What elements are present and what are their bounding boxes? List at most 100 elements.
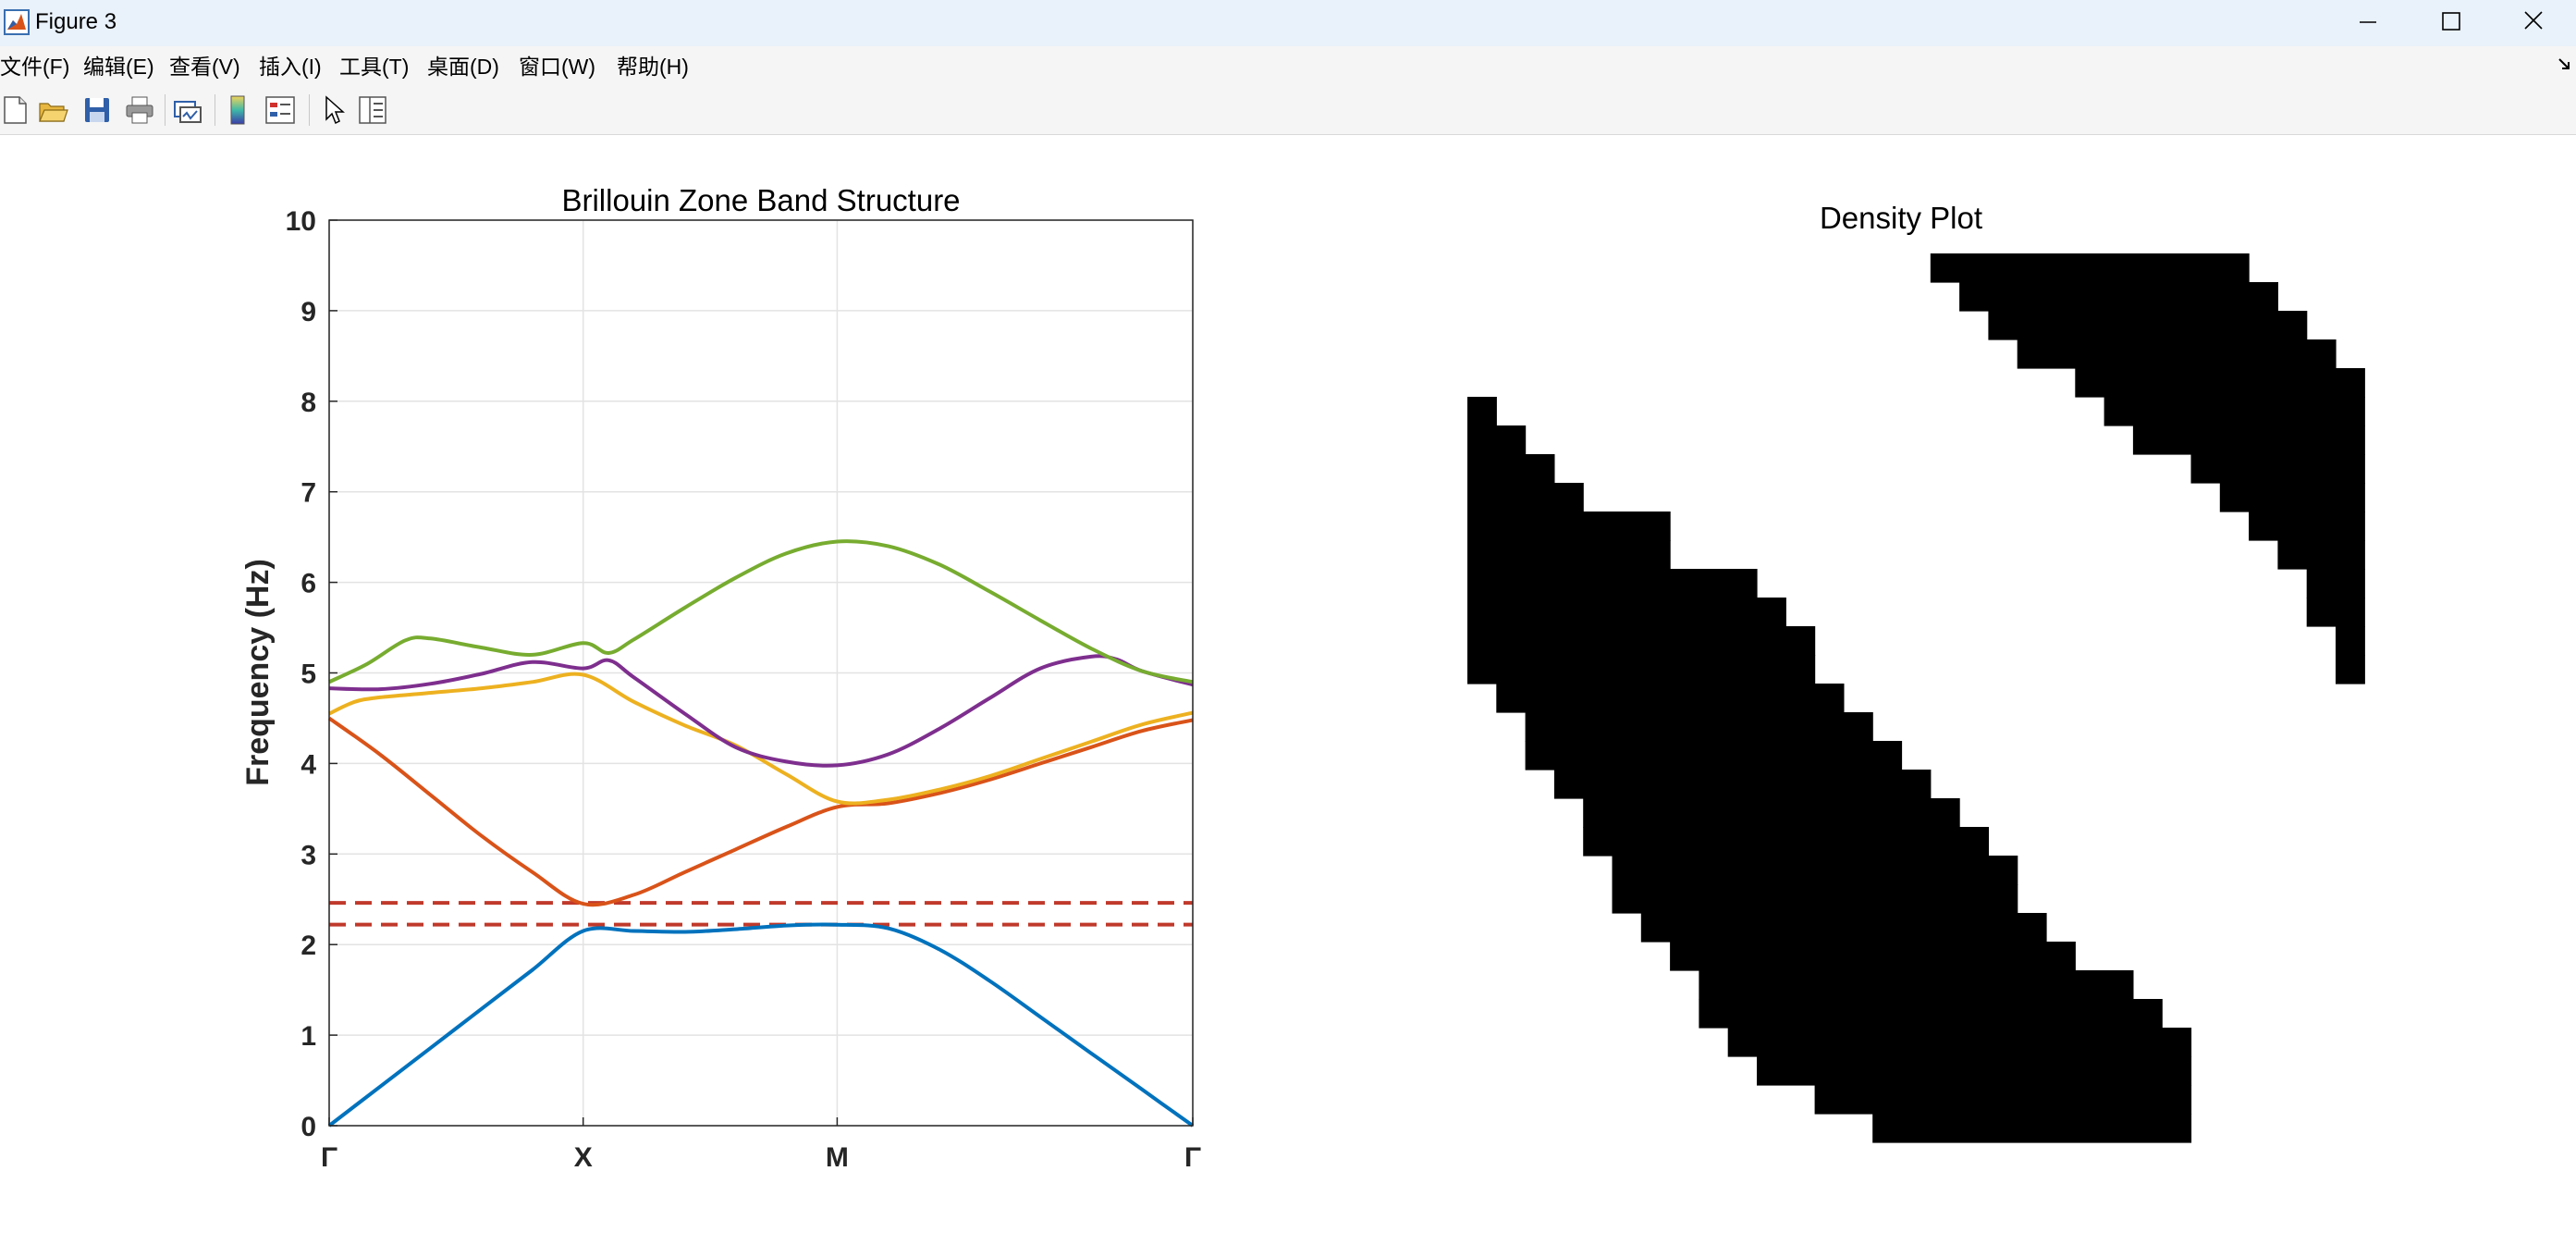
menu-window[interactable]: 窗口(W)	[519, 55, 596, 79]
property-inspector-icon[interactable]	[357, 94, 388, 126]
new-figure-icon[interactable]	[0, 94, 31, 126]
density-cell	[2336, 655, 2365, 684]
menu-help[interactable]: 帮助(H)	[617, 55, 689, 79]
density-cell	[2249, 512, 2365, 541]
density-cells-group	[1467, 253, 2365, 1143]
minimize-icon	[2360, 21, 2376, 23]
band-structure-plot: 0 1 2 3 4 5 6 7 8 9 10 Γ X M Γ Brillouin Zone Band St…	[240, 183, 1201, 1173]
band-series-line-4	[328, 654, 1194, 768]
density-cell	[2306, 598, 2365, 627]
density-cell	[1583, 827, 1989, 857]
density-cell	[1988, 311, 2308, 340]
density-cell	[1467, 655, 1816, 684]
density-cell	[1670, 942, 2076, 971]
insert-colorbar-icon[interactable]	[222, 94, 253, 126]
density-cell	[1640, 913, 2047, 943]
minimize-button[interactable]	[2325, 0, 2411, 46]
x-tick-label: M	[826, 1142, 849, 1173]
density-cell	[1467, 626, 1816, 656]
density-cell	[1467, 454, 1555, 484]
band-series-group	[327, 539, 1195, 1128]
y-tick-label: 10	[286, 206, 316, 237]
menu-file[interactable]: 文件(F)	[0, 55, 70, 79]
figure-toolbar	[0, 87, 2576, 135]
density-cell	[1727, 1028, 2192, 1057]
menu-insert[interactable]: 插入(I)	[259, 55, 322, 79]
y-tick-label: 1	[301, 1021, 316, 1052]
save-icon[interactable]	[81, 94, 113, 126]
band-series-line-1	[327, 922, 1195, 1128]
edit-plot-pointer-icon[interactable]	[318, 94, 350, 126]
density-cell	[1467, 425, 1527, 455]
density-cell	[1467, 540, 1671, 570]
density-cell	[1467, 397, 1497, 426]
density-cell	[2277, 540, 2365, 570]
density-cell	[1553, 770, 1932, 799]
close-button[interactable]	[2491, 0, 2576, 46]
menu-tools[interactable]: 工具(T)	[339, 55, 410, 79]
toolbar-separator	[309, 94, 310, 126]
y-tick-label: 7	[301, 478, 316, 509]
density-cell	[1872, 1114, 2192, 1143]
density-cell	[1496, 684, 1845, 713]
window-title: Figure 3	[35, 9, 117, 34]
x-tick-label: X	[574, 1142, 593, 1173]
density-cell	[2336, 626, 2365, 656]
y-tick-label: 8	[301, 388, 316, 418]
print-icon[interactable]	[124, 94, 155, 126]
band-gap-lines	[329, 901, 1193, 927]
y-tick-label: 9	[301, 297, 316, 327]
menu-edit[interactable]: 编辑(E)	[83, 55, 154, 79]
density-cell	[2017, 339, 2337, 369]
density-cell	[1699, 970, 2134, 1000]
density-cell	[1814, 1085, 2192, 1115]
maximize-icon	[2442, 12, 2460, 31]
density-plot-title: Density Plot	[1820, 201, 1982, 235]
y-tick-label: 5	[301, 659, 316, 690]
x-tick-label: Γ	[1184, 1142, 1201, 1173]
title-bar: Figure 3	[0, 0, 2576, 46]
density-cell	[1525, 741, 1903, 770]
density-cell	[1467, 569, 1758, 598]
y-tick-label: 0	[301, 1112, 316, 1142]
density-cell	[2132, 425, 2365, 455]
menu-view[interactable]: 查看(V)	[169, 55, 240, 79]
density-cell	[2306, 569, 2365, 598]
density-cell	[2219, 483, 2365, 512]
matlab-app-icon	[4, 9, 30, 35]
y-tick-label: 2	[301, 931, 316, 961]
density-cell	[1467, 483, 1584, 512]
density-cell	[1525, 712, 1873, 742]
band-series-line-2	[327, 716, 1194, 907]
y-tick-label: 4	[301, 749, 316, 780]
maximize-button[interactable]	[2408, 0, 2495, 46]
toolbar-separator	[165, 94, 166, 126]
y-tick-label: 3	[301, 840, 316, 870]
density-plot: Density Plot	[1467, 201, 2365, 1143]
density-cell	[1699, 999, 2163, 1029]
density-cell	[1467, 598, 1786, 627]
band-plot-y-label: Frequency (Hz)	[240, 559, 276, 786]
menu-bar	[0, 46, 2576, 87]
x-tick-label: Γ	[321, 1142, 337, 1173]
density-cell	[1612, 856, 2018, 885]
band-series-line-5	[328, 539, 1194, 684]
menu-desktop[interactable]: 桌面(D)	[427, 55, 499, 79]
link-plot-icon[interactable]	[172, 94, 203, 126]
insert-legend-icon[interactable]	[264, 94, 296, 126]
density-cell	[1612, 884, 2018, 914]
density-cell	[2075, 368, 2365, 398]
band-plot-y-ticks: 0 1 2 3 4 5 6 7 8 9 10	[286, 206, 337, 1142]
density-cell	[2104, 397, 2365, 426]
dock-figure-icon[interactable]	[2558, 57, 2572, 72]
density-cell	[1467, 512, 1671, 541]
density-cell	[1757, 1056, 2192, 1086]
density-cell	[1959, 282, 2278, 312]
y-tick-label: 6	[301, 569, 316, 599]
band-plot-title: Brillouin Zone Band Structure	[561, 183, 960, 217]
density-cell	[1930, 253, 2250, 283]
density-cell	[2190, 454, 2365, 484]
open-file-icon[interactable]	[37, 94, 68, 126]
density-cell	[1583, 798, 1960, 828]
